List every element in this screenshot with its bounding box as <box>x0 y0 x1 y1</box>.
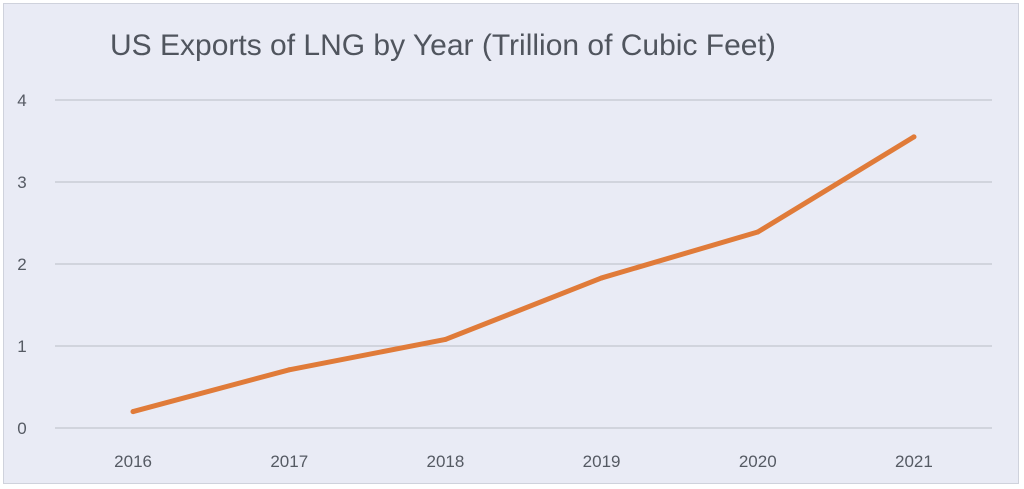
data-point <box>442 336 448 342</box>
chart-title: US Exports of LNG by Year (Trillion of C… <box>110 29 776 62</box>
data-point <box>599 275 605 281</box>
y-tick-label: 3 <box>17 173 26 192</box>
y-tick-label: 4 <box>17 91 26 110</box>
y-tick-label: 2 <box>17 255 26 274</box>
data-point <box>911 134 917 140</box>
chart-frame <box>3 3 1019 484</box>
y-tick-label: 1 <box>17 337 26 356</box>
data-point <box>755 229 761 235</box>
series-line <box>130 134 917 415</box>
x-tick-label: 2017 <box>270 452 308 471</box>
data-point <box>130 409 136 415</box>
y-tick-label: 0 <box>17 419 26 438</box>
x-tick-label: 2016 <box>114 452 152 471</box>
x-tick-label: 2020 <box>739 452 777 471</box>
x-tick-label: 2019 <box>583 452 621 471</box>
data-point <box>286 367 292 373</box>
x-tick-label: 2018 <box>427 452 465 471</box>
x-tick-label: 2021 <box>895 452 933 471</box>
